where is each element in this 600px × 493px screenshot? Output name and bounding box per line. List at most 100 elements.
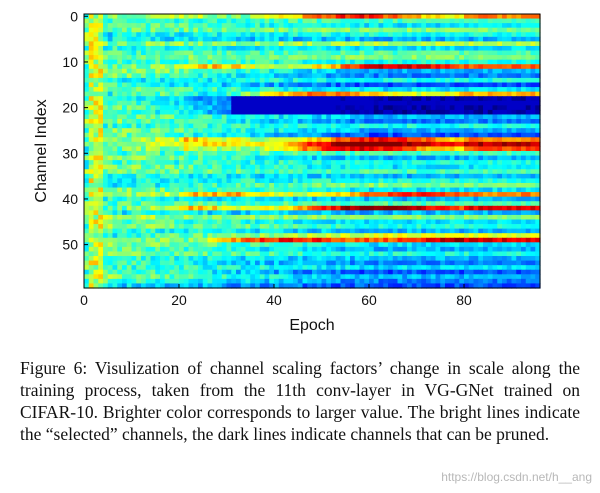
heatmap-cell xyxy=(407,77,413,84)
heatmap-cell xyxy=(307,242,313,248)
heatmap-cell xyxy=(478,100,484,106)
heatmap-cell xyxy=(345,228,351,234)
heatmap-cell xyxy=(302,109,308,116)
heatmap-cell xyxy=(183,192,190,198)
heatmap-cell xyxy=(183,96,190,102)
heatmap-cell xyxy=(126,228,133,234)
heatmap-cell xyxy=(250,233,256,239)
heatmap-cell xyxy=(141,59,147,65)
heatmap-cell xyxy=(293,128,299,134)
heatmap-cell xyxy=(155,82,161,88)
heatmap-cell xyxy=(117,214,123,221)
heatmap-cell xyxy=(88,224,95,230)
heatmap-cell xyxy=(416,32,422,38)
heatmap-cell xyxy=(369,141,375,148)
heatmap-cell xyxy=(535,201,541,207)
heatmap-cell xyxy=(364,224,370,230)
heatmap-cell xyxy=(440,141,446,148)
heatmap-cell xyxy=(269,45,275,52)
heatmap-cell xyxy=(307,55,313,61)
heatmap-cell xyxy=(226,210,232,216)
heatmap-cell xyxy=(84,18,90,24)
heatmap-cell xyxy=(193,178,199,184)
heatmap-cell xyxy=(93,246,99,253)
heatmap-cell xyxy=(464,201,470,207)
heatmap-cell xyxy=(231,105,237,111)
heatmap-cell xyxy=(487,196,494,202)
heatmap-cell xyxy=(103,23,109,29)
heatmap-cell xyxy=(468,82,475,88)
heatmap-cell xyxy=(497,173,503,179)
heatmap-cell xyxy=(236,91,242,97)
heatmap-cell xyxy=(416,182,422,189)
heatmap-cell xyxy=(397,91,403,97)
heatmap-cell xyxy=(416,45,422,52)
heatmap-cell xyxy=(492,146,498,152)
heatmap-cell xyxy=(497,155,503,161)
heatmap-cell xyxy=(378,114,384,120)
heatmap-cell xyxy=(255,32,261,38)
heatmap-cell xyxy=(402,214,408,221)
heatmap-cell xyxy=(416,132,422,138)
heatmap-cell xyxy=(373,237,380,243)
heatmap-cell xyxy=(179,187,185,193)
heatmap-cell xyxy=(316,201,323,207)
heatmap-cell xyxy=(141,219,147,225)
heatmap-cell xyxy=(103,64,109,70)
heatmap-cell xyxy=(84,192,90,198)
heatmap-cell xyxy=(468,105,475,111)
heatmap-cell xyxy=(502,55,508,61)
heatmap-cell xyxy=(459,64,465,70)
heatmap-cell xyxy=(226,160,232,166)
heatmap-cell xyxy=(297,228,304,234)
heatmap-cell xyxy=(145,96,152,102)
heatmap-cell xyxy=(392,114,399,120)
heatmap-cell xyxy=(364,205,370,211)
heatmap-cell xyxy=(188,192,194,198)
heatmap-cell xyxy=(530,228,536,234)
heatmap-cell xyxy=(369,45,375,52)
heatmap-cell xyxy=(98,214,104,221)
heatmap-cell xyxy=(421,205,427,211)
heatmap-cell xyxy=(207,219,213,225)
heatmap-cell xyxy=(312,178,318,184)
heatmap-cell xyxy=(240,182,247,189)
heatmap-cell xyxy=(316,41,323,47)
heatmap-cell xyxy=(236,59,242,65)
heatmap-cell xyxy=(478,187,484,193)
heatmap-cell xyxy=(316,160,323,166)
heatmap-cell xyxy=(307,123,313,129)
heatmap-cell xyxy=(126,178,133,184)
heatmap-cell xyxy=(326,23,332,29)
heatmap-cell xyxy=(497,187,503,193)
heatmap-cell xyxy=(530,59,536,65)
heatmap-cell xyxy=(487,55,494,61)
heatmap-cell xyxy=(88,68,95,74)
heatmap-cell xyxy=(483,123,489,129)
heatmap-cell xyxy=(421,128,427,134)
heatmap-cell xyxy=(459,123,465,129)
heatmap-cell xyxy=(136,68,142,74)
heatmap-cell xyxy=(217,164,223,170)
heatmap-cell xyxy=(274,59,280,65)
heatmap-cell xyxy=(407,45,413,52)
heatmap-cell xyxy=(440,45,446,52)
heatmap-cell xyxy=(331,59,337,65)
heatmap-cell xyxy=(397,137,403,143)
heatmap-cell xyxy=(122,23,128,29)
heatmap-cell xyxy=(492,182,498,189)
heatmap-cell xyxy=(107,14,114,20)
heatmap-cell xyxy=(250,109,256,116)
heatmap-cell xyxy=(131,73,137,79)
heatmap-cell xyxy=(122,50,128,56)
heatmap-cell xyxy=(274,196,280,202)
heatmap-cell xyxy=(430,32,437,38)
heatmap-cell xyxy=(293,96,299,102)
heatmap-cell xyxy=(183,132,190,138)
heatmap-cell xyxy=(402,187,408,193)
heatmap-cell xyxy=(326,77,332,84)
heatmap-cell xyxy=(288,105,294,111)
heatmap-cell xyxy=(150,23,156,29)
heatmap-cell xyxy=(240,114,247,120)
heatmap-cell xyxy=(202,59,209,65)
